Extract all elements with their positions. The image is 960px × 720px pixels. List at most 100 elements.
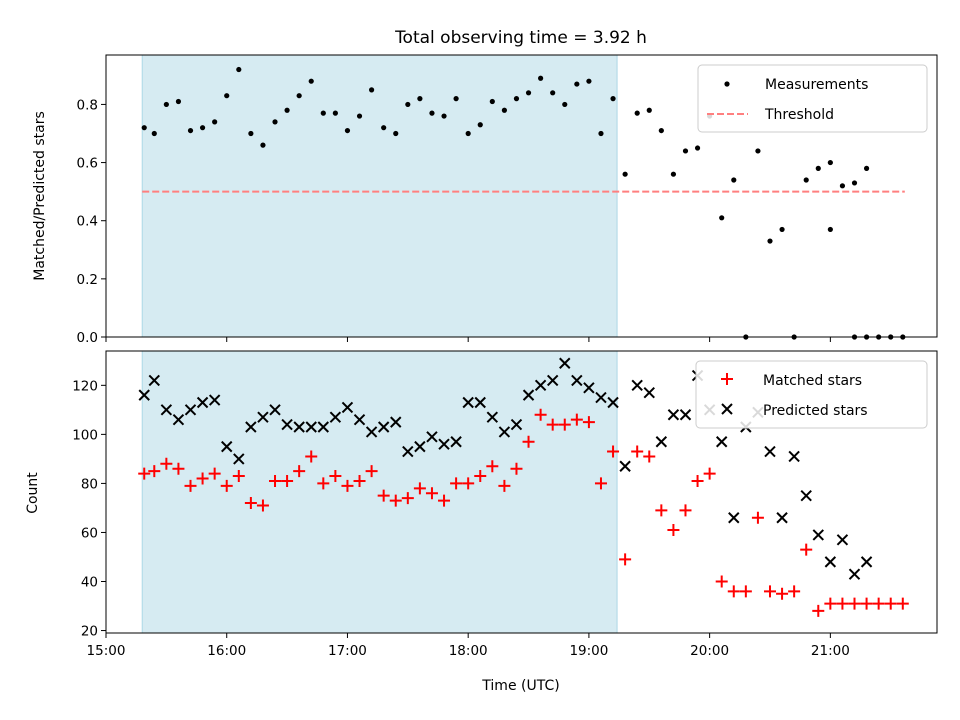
measurements-point bbox=[151, 130, 157, 137]
measurements-point bbox=[658, 127, 664, 134]
predicted-stars-point bbox=[619, 460, 631, 472]
matched-stars-point bbox=[619, 553, 632, 566]
predicted-stars-point bbox=[305, 421, 317, 433]
matched-stars-point bbox=[138, 467, 151, 480]
predicted-stars-point bbox=[800, 489, 812, 502]
measurements-point bbox=[175, 98, 182, 105]
top-legend-box bbox=[697, 64, 928, 133]
matched-stars-point bbox=[824, 597, 837, 610]
predicted-stars-point bbox=[353, 413, 366, 426]
matched-stars-point bbox=[848, 597, 861, 610]
measurements-point bbox=[682, 148, 689, 154]
measurements-point bbox=[308, 78, 314, 84]
measurements-point bbox=[803, 177, 809, 183]
measurements-point bbox=[224, 93, 230, 99]
matched-stars-point bbox=[655, 504, 668, 517]
y-tick-label: 0.6 bbox=[77, 156, 98, 172]
matched-stars-point bbox=[715, 575, 728, 588]
matched-stars-point bbox=[498, 479, 511, 492]
matched-stars-point bbox=[776, 587, 789, 600]
legend-matched-marker bbox=[721, 373, 733, 385]
matched-stars-point bbox=[293, 465, 306, 478]
matched-stars-point bbox=[570, 413, 583, 426]
matched-stars-point bbox=[582, 416, 595, 429]
matched-stars-point bbox=[667, 524, 680, 537]
measurements-point bbox=[501, 107, 507, 113]
measurements-point bbox=[694, 145, 701, 151]
matched-stars-point bbox=[269, 474, 282, 487]
measurements-point bbox=[163, 101, 169, 108]
matched-stars-point bbox=[377, 489, 390, 502]
predicted-stars-point bbox=[583, 382, 595, 394]
matched-stars-point bbox=[220, 479, 233, 492]
y-tick-label: 0.2 bbox=[77, 272, 98, 288]
measurements-point bbox=[187, 127, 194, 134]
predicted-stars-point bbox=[546, 374, 559, 387]
matched-stars-point bbox=[812, 604, 825, 617]
predicted-stars-point bbox=[571, 374, 583, 387]
measurements-point bbox=[851, 180, 858, 186]
measurements-point bbox=[646, 107, 652, 113]
predicted-stars-point bbox=[365, 426, 378, 438]
matched-stars-point bbox=[788, 585, 801, 598]
matched-stars-point bbox=[558, 418, 571, 431]
legend-threshold-label: Threshold bbox=[764, 107, 834, 123]
predicted-stars-point bbox=[860, 556, 873, 568]
x-tick-label: 19:00 bbox=[569, 643, 608, 659]
measurements-point bbox=[610, 96, 616, 102]
matched-stars-point bbox=[860, 597, 873, 610]
legend-measurements-marker bbox=[724, 81, 730, 87]
top-legend: Measurements Threshold bbox=[697, 64, 928, 133]
matched-stars-point bbox=[413, 482, 426, 495]
matched-stars-point bbox=[208, 467, 221, 480]
matched-stars-point bbox=[281, 474, 294, 487]
matched-stars-point bbox=[534, 408, 547, 421]
matched-stars-point bbox=[462, 477, 475, 490]
measurements-point bbox=[260, 142, 266, 148]
y-tick-label: 20 bbox=[81, 624, 98, 640]
matched-stars-point bbox=[317, 477, 330, 490]
bottom-panel: 20 40 60 80 100 120 15:00 16:00 17:00 18:00 19:00… bbox=[25, 350, 938, 694]
matched-stars-point bbox=[631, 445, 644, 458]
matched-stars-point bbox=[884, 597, 897, 610]
predicted-stars-point bbox=[462, 396, 474, 409]
matched-stars-point bbox=[486, 460, 499, 473]
observing-interval-shade bbox=[142, 55, 618, 337]
measurements-point bbox=[489, 98, 495, 105]
measurements-point bbox=[356, 113, 363, 119]
top-axes-frame bbox=[105, 54, 938, 338]
top-y-axis-label: Matched/Predicted stars bbox=[32, 111, 48, 281]
legend-matched-label: Matched stars bbox=[763, 373, 862, 389]
measurements-point bbox=[827, 226, 833, 233]
predicted-stars-point bbox=[414, 440, 426, 453]
measurements-point bbox=[429, 110, 435, 116]
matched-stars-point bbox=[425, 487, 438, 500]
x-tick-label: 15:00 bbox=[87, 643, 126, 659]
matched-stars-point bbox=[160, 457, 173, 470]
measurements-point bbox=[465, 130, 471, 137]
measurements-point bbox=[453, 96, 459, 102]
predicted-stars-point bbox=[788, 450, 800, 463]
predicted-stars-point bbox=[438, 438, 450, 450]
predicted-stars-point bbox=[559, 357, 571, 369]
measurements-point bbox=[562, 101, 568, 108]
predicted-stars-point bbox=[679, 409, 692, 421]
y-tick-label: 80 bbox=[81, 476, 98, 492]
predicted-stars-point bbox=[595, 391, 607, 404]
predicted-stars-point bbox=[607, 396, 619, 409]
measurements-point bbox=[236, 66, 242, 73]
top-panel: Total observing time = 3.92 h 0.0 0.2 0.4 0… bbox=[32, 28, 938, 346]
predicted-stars-point bbox=[631, 379, 643, 392]
predicted-stars-point bbox=[281, 418, 293, 431]
matched-stars-point bbox=[546, 418, 559, 431]
matched-stars-point bbox=[751, 511, 764, 524]
bottom-legend: Matched stars Predicted stars bbox=[695, 360, 928, 429]
y-tick-label: 120 bbox=[72, 378, 98, 394]
predicted-stars-point bbox=[172, 413, 185, 426]
measurements-point bbox=[574, 81, 580, 87]
predicted-stars-point bbox=[184, 404, 197, 416]
matched-stars-point bbox=[510, 462, 523, 475]
measurements-point bbox=[141, 125, 147, 131]
measurements-point bbox=[393, 130, 399, 137]
measurements-point bbox=[368, 87, 375, 93]
